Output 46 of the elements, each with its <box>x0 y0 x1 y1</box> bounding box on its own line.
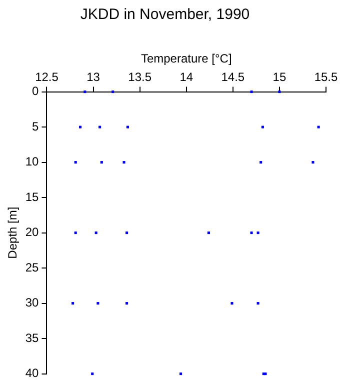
point <box>98 126 102 128</box>
x-tick-label: 14.5 <box>221 70 245 84</box>
point <box>256 302 260 305</box>
point <box>256 232 260 234</box>
y-axis-title: Depth [m] <box>6 206 20 259</box>
point <box>250 90 253 94</box>
x-tick-label: 15.5 <box>314 70 338 84</box>
point <box>74 161 77 164</box>
y-tick-label: 0 <box>32 84 40 98</box>
chart-title: JKDD in November, 1990 <box>80 6 250 24</box>
point <box>126 232 128 234</box>
x-tick-label: 13.5 <box>128 70 152 84</box>
point <box>230 302 234 305</box>
point <box>100 161 103 164</box>
x-tick-label: 15 <box>272 70 286 84</box>
point <box>122 161 126 164</box>
point <box>96 302 100 305</box>
point <box>261 126 264 128</box>
y-tick-label: 30 <box>25 296 40 310</box>
point <box>91 372 94 376</box>
point <box>74 232 77 234</box>
y-tick-label: 20 <box>25 225 40 240</box>
point <box>112 90 114 94</box>
point <box>126 126 130 128</box>
y-tick-label: 40 <box>25 366 40 380</box>
point <box>94 232 98 234</box>
y-tick-label: 5 <box>32 119 40 134</box>
point <box>250 232 253 234</box>
point <box>78 126 82 128</box>
point <box>126 302 128 305</box>
point <box>207 232 210 234</box>
point <box>312 161 314 164</box>
point <box>84 90 86 94</box>
point <box>72 302 74 305</box>
x-tick-label: 12.5 <box>35 70 59 84</box>
point <box>317 126 320 128</box>
point <box>260 161 262 164</box>
point <box>180 372 182 376</box>
point <box>278 90 281 94</box>
x-axis-title: Temperature [°C] <box>140 52 232 66</box>
x-tick-label: 13 <box>86 70 100 84</box>
y-tick-label: 25 <box>25 260 40 274</box>
y-tick-label: 10 <box>25 154 40 169</box>
y-tick-label: 15 <box>25 190 40 204</box>
y-tick-label: 35 <box>25 330 40 345</box>
x-tick-label: 14 <box>180 70 194 84</box>
